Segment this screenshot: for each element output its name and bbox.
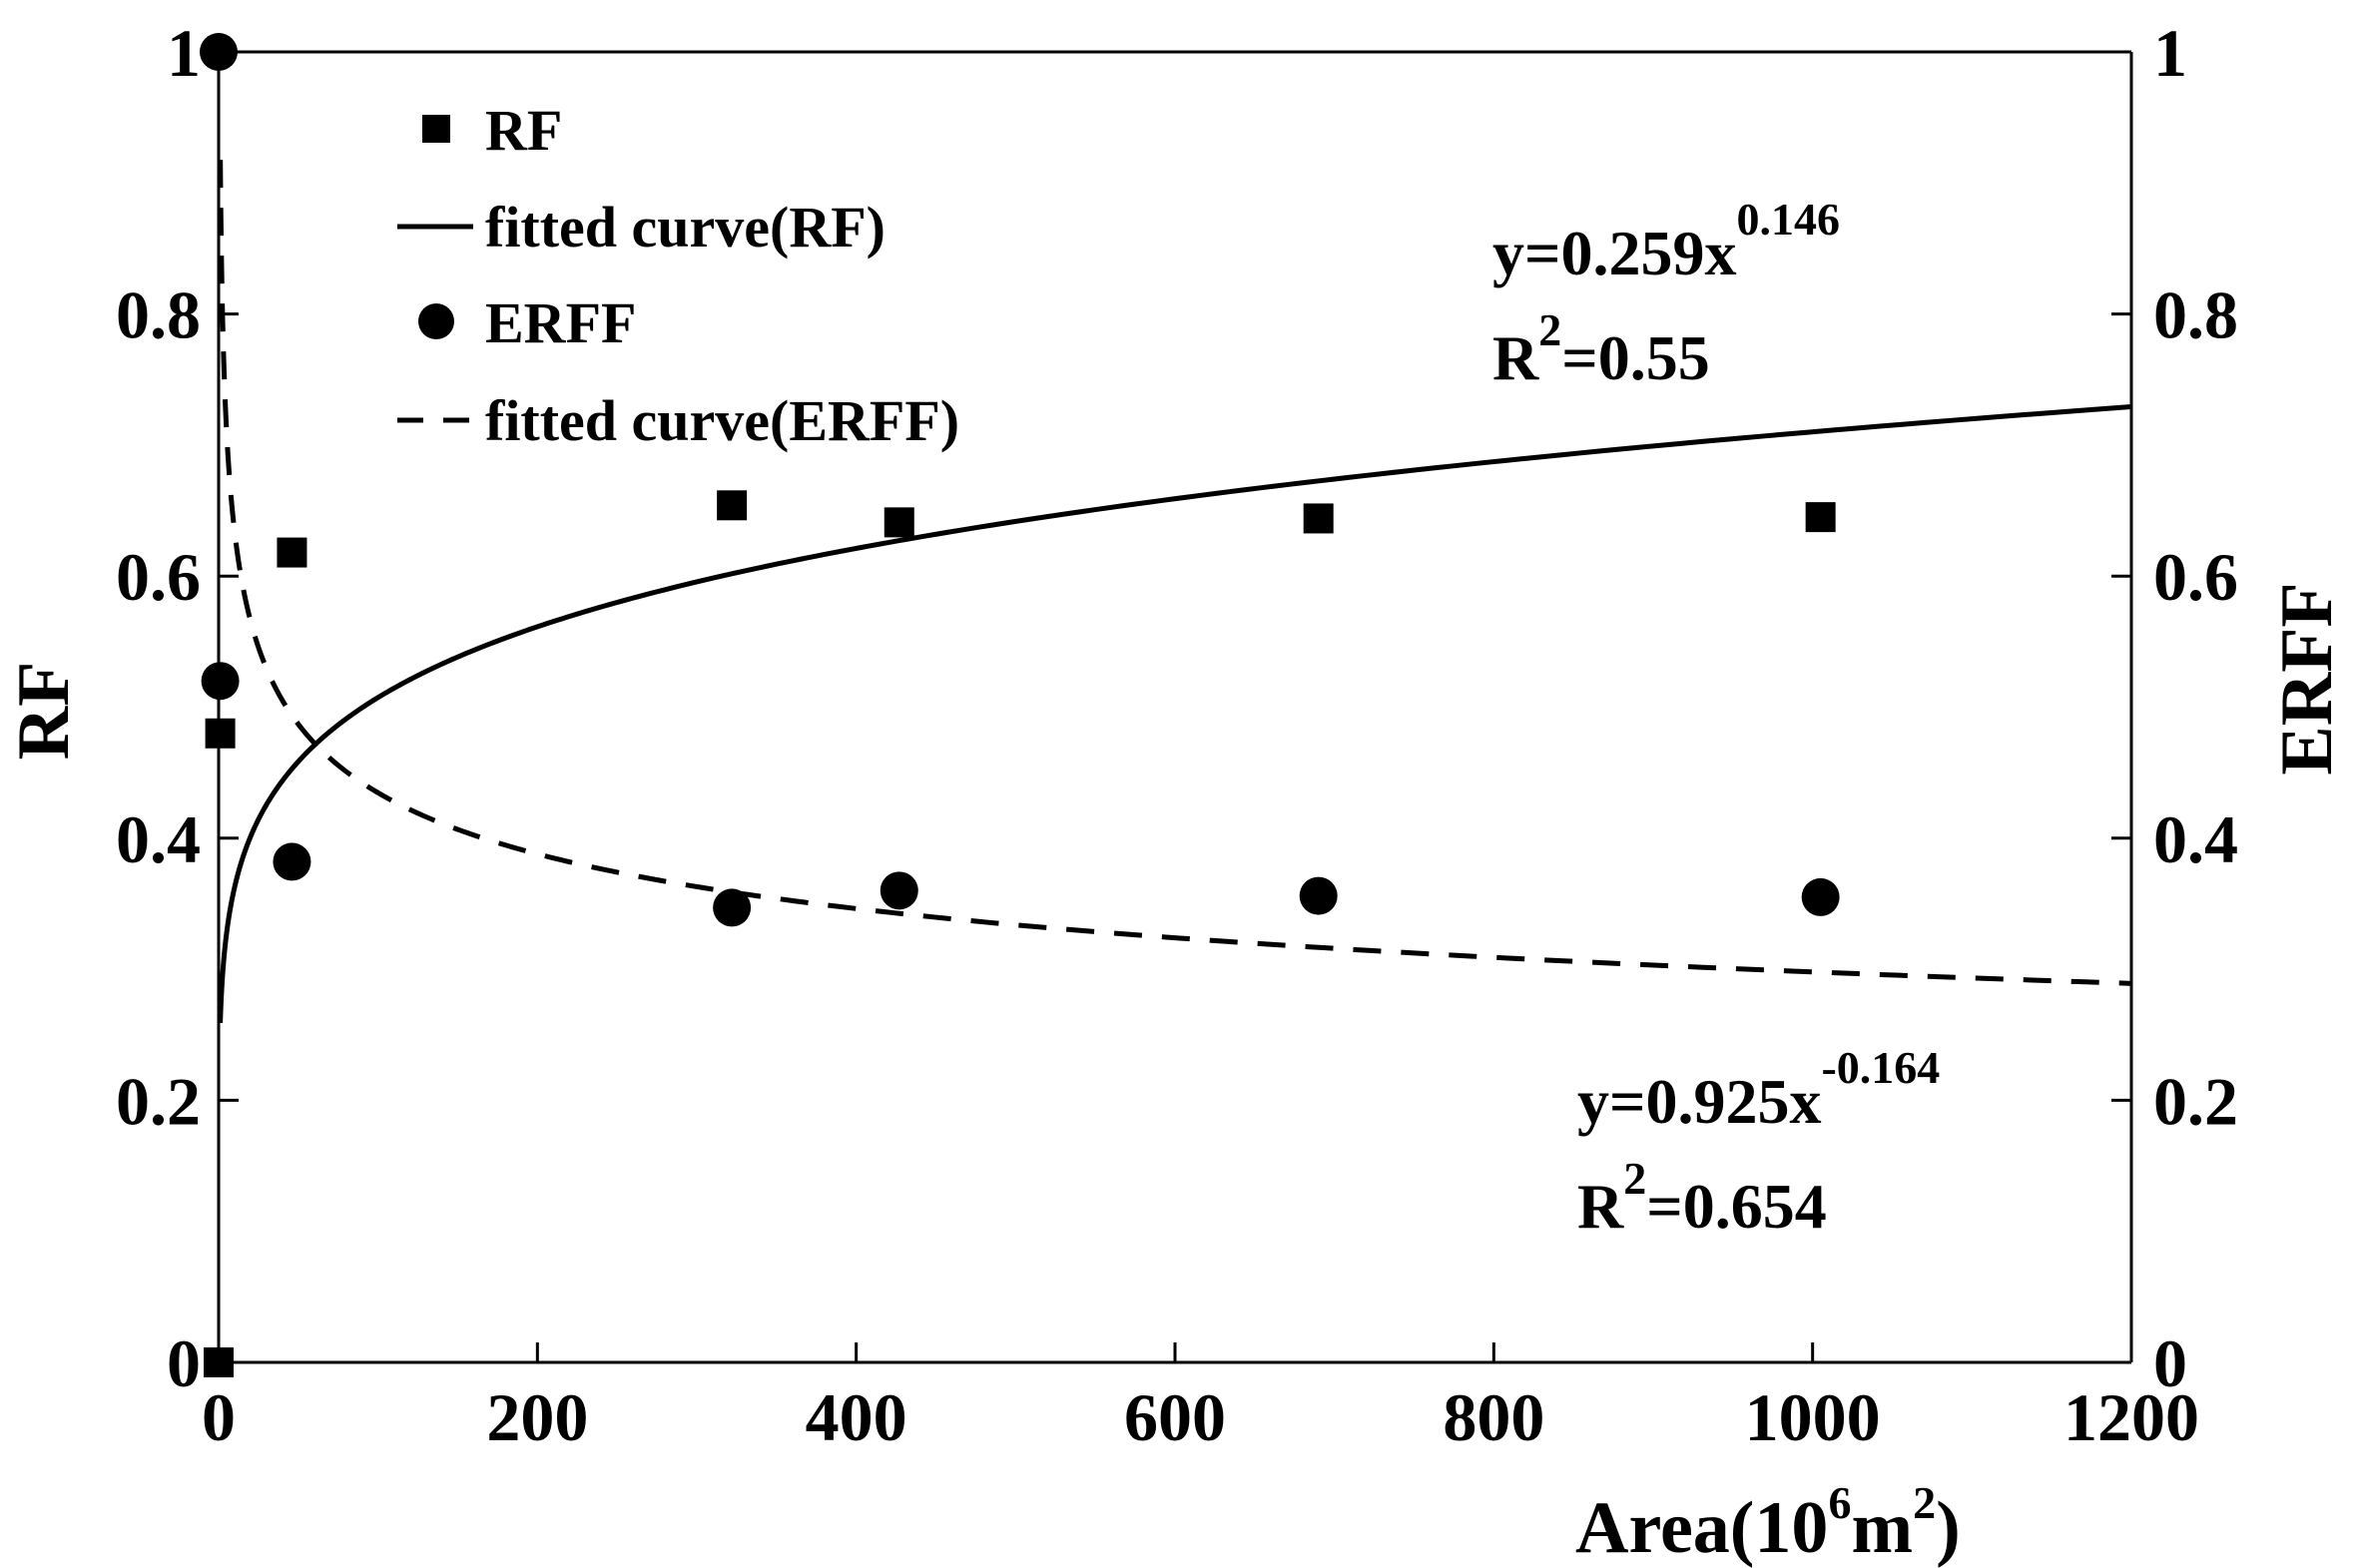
data-markers (200, 33, 1840, 1377)
rf-point (277, 537, 307, 568)
rf-point (883, 507, 914, 538)
rf-point (1303, 503, 1334, 534)
rf-equation: y=0.259x0.146 (1492, 194, 1840, 288)
legend-label-rf-fit: fitted curve(RF) (485, 195, 885, 260)
legend-label-erff-fit: fitted curve(ERFF) (485, 388, 959, 453)
fitted-curve-erff (218, 160, 2132, 986)
legend-label-rf: RF (485, 98, 562, 163)
y-axis-title-right: ERFF (2266, 582, 2348, 775)
y-tick-label-right: 0.6 (2153, 539, 2238, 615)
y-tick-label-right: 0.2 (2153, 1063, 2238, 1139)
erff-point (713, 888, 752, 927)
x-tick-label: 800 (1443, 1379, 1544, 1455)
y-axis-title-left: RF (3, 662, 85, 761)
legend-label-erff: ERFF (485, 290, 636, 355)
rf-point (717, 490, 748, 521)
x-tick-label: 600 (1124, 1379, 1226, 1455)
x-tick-label: 1200 (2063, 1379, 2199, 1455)
legend-marker-erff (418, 303, 454, 339)
rf-point (1805, 502, 1836, 533)
y-tick-label-left: 0.6 (116, 539, 201, 615)
erff-point (273, 842, 311, 881)
rf-r-squared: R2=0.55 (1492, 304, 1710, 393)
y-tick-label-right: 1 (2153, 15, 2187, 91)
x-tick-label: 1000 (1745, 1379, 1881, 1455)
x-tick-label: 200 (486, 1379, 588, 1455)
x-axis-title: Area(106m2) (1575, 1477, 1961, 1568)
y-tick-label-left: 1 (167, 15, 201, 91)
rf-point (204, 1347, 234, 1377)
erff-r-squared: R2=0.654 (1577, 1153, 1827, 1242)
y-tick-label-right: 0.8 (2153, 277, 2238, 353)
legend-marker-rf (422, 115, 450, 143)
erff-point (200, 33, 238, 71)
y-tick-label-left: 0 (167, 1325, 201, 1401)
erff-point (1299, 876, 1338, 915)
y-tick-label-left: 0.2 (116, 1063, 201, 1139)
erff-point (201, 662, 240, 701)
y-tick-label-right: 0 (2153, 1325, 2187, 1401)
fitted-curves (218, 160, 2132, 1024)
y-tick-label-left: 0.8 (116, 277, 201, 353)
erff-point (1801, 877, 1840, 916)
y-tick-label-left: 0.4 (116, 801, 201, 877)
rf-point (205, 718, 236, 749)
y-tick-label-right: 0.4 (2153, 801, 2238, 877)
x-tick-label: 400 (806, 1379, 907, 1455)
x-tick-label: 0 (202, 1379, 236, 1455)
erff-equation: y=0.925x-0.164 (1577, 1042, 1940, 1137)
fitted-curve-rf (218, 404, 2132, 1024)
erff-point (880, 871, 918, 910)
legend: RF fitted curve(RF) ERFF fitted curve(ER… (397, 98, 959, 453)
